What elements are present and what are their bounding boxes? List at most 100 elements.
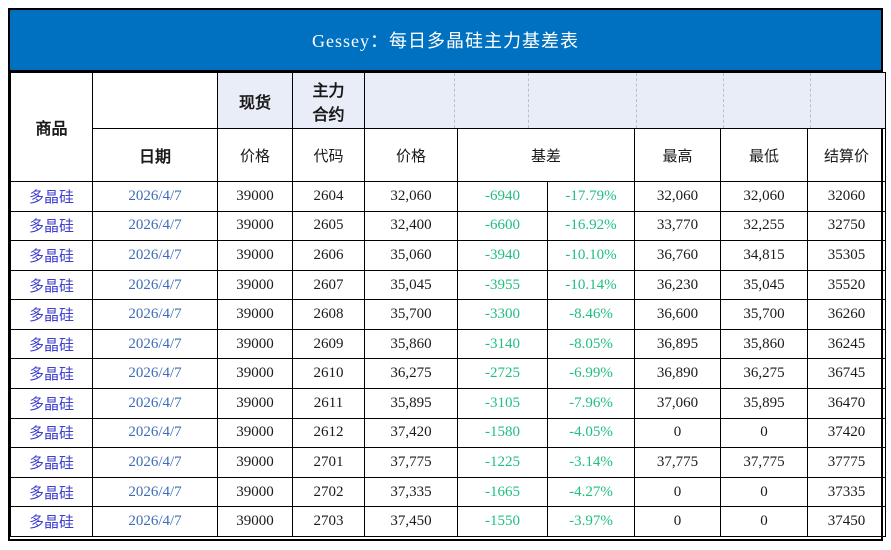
cell-basis-pct: -7.96%: [547, 388, 635, 419]
cell-commodity: 多晶硅: [10, 269, 93, 301]
cell-settlement: 37335: [806, 476, 887, 508]
cell-basis-pct: -16.92%: [547, 210, 635, 242]
basis-table: 商品 现货 主力 合约 日期 价格 代码 价格: [10, 72, 887, 537]
cell-high: 36,230: [634, 269, 721, 301]
cell-code: 2703: [292, 506, 365, 537]
cell-high: 36,760: [634, 240, 721, 271]
cell-date: 2026/4/7: [92, 181, 218, 212]
cell-high: 0: [634, 417, 721, 449]
table-row: 多晶硅 2026/4/7 39000 2609 35,860 -3140 -8.…: [10, 328, 887, 360]
cell-commodity: 多晶硅: [10, 181, 93, 212]
cell-settlement: 32750: [806, 210, 887, 242]
cell-price: 37,450: [364, 506, 458, 537]
cell-spot-price: 39000: [217, 417, 293, 449]
cell-settlement: 35520: [806, 269, 887, 301]
table-row: 多晶硅 2026/4/7 39000 2703 37,450 -1550 -3.…: [10, 506, 887, 537]
col-header-basis: 基差: [457, 128, 635, 182]
table-row: 多晶硅 2026/4/7 39000 2611 35,895 -3105 -7.…: [10, 388, 887, 419]
cell-date: 2026/4/7: [92, 269, 218, 301]
cell-date: 2026/4/7: [92, 358, 218, 390]
cell-high: 37,060: [634, 388, 721, 419]
col-header-low: 最低: [720, 128, 808, 182]
cell-basis-pct: -3.97%: [547, 506, 635, 537]
cell-settlement: 35305: [806, 240, 887, 271]
cell-commodity: 多晶硅: [10, 328, 93, 360]
cell-commodity: 多晶硅: [10, 358, 93, 390]
cell-basis-pct: -4.05%: [547, 417, 635, 449]
cell-date: 2026/4/7: [92, 388, 218, 419]
cell-date: 2026/4/7: [92, 299, 218, 330]
cell-commodity: 多晶硅: [10, 388, 93, 419]
cell-basis: -3940: [457, 240, 548, 271]
cell-commodity: 多晶硅: [10, 476, 93, 508]
cell-spot-price: 39000: [217, 181, 293, 212]
cell-date: 2026/4/7: [92, 506, 218, 537]
cell-spot-price: 39000: [217, 328, 293, 360]
cell-high: 32,060: [634, 181, 721, 212]
cell-basis-pct: -4.27%: [547, 476, 635, 508]
cell-high: 36,600: [634, 299, 721, 330]
cell-basis: -3955: [457, 269, 548, 301]
col-header-date: 日期: [92, 128, 218, 182]
cell-low: 36,275: [720, 358, 808, 390]
col-header-high: 最高: [634, 128, 721, 182]
cell-spot-price: 39000: [217, 388, 293, 419]
cell-settlement: 32060: [806, 181, 887, 212]
cell-code: 2604: [292, 181, 365, 212]
cell-low: 32,060: [720, 181, 808, 212]
cell-settlement: 36260: [806, 299, 887, 330]
cell-settlement: 37450: [806, 506, 887, 537]
cell-settlement: 37775: [806, 447, 887, 478]
cell-low: 34,815: [720, 240, 808, 271]
cell-basis: -3300: [457, 299, 548, 330]
cell-settlement: 36245: [806, 328, 887, 360]
table-row: 多晶硅 2026/4/7 39000 2701 37,775 -1225 -3.…: [10, 447, 887, 478]
cell-code: 2610: [292, 358, 365, 390]
cell-commodity: 多晶硅: [10, 447, 93, 478]
cell-commodity: 多晶硅: [10, 240, 93, 271]
cell-code: 2609: [292, 328, 365, 360]
cell-settlement: 37420: [806, 417, 887, 449]
cell-low: 35,700: [720, 299, 808, 330]
cell-code: 2612: [292, 417, 365, 449]
cell-price: 35,060: [364, 240, 458, 271]
cell-spot-price: 39000: [217, 240, 293, 271]
cell-low: 37,775: [720, 447, 808, 478]
cell-basis-pct: -17.79%: [547, 181, 635, 212]
cell-low: 35,860: [720, 328, 808, 360]
header-row-1: 商品 现货 主力 合约: [10, 72, 887, 182]
cell-low: 32,255: [720, 210, 808, 242]
cell-price: 37,335: [364, 476, 458, 508]
header-empty-cell: [92, 72, 218, 129]
cell-basis: -2725: [457, 358, 548, 390]
cell-low: 35,045: [720, 269, 808, 301]
cell-price: 35,895: [364, 388, 458, 419]
cell-basis: -1225: [457, 447, 548, 478]
cell-spot-price: 39000: [217, 358, 293, 390]
col-header-spot: 现货: [217, 72, 293, 129]
dashed-gridline: [528, 73, 529, 128]
cell-price: 35,045: [364, 269, 458, 301]
table-title: Gessey：每日多晶硅主力基差表: [10, 10, 881, 72]
table-row: 多晶硅 2026/4/7 39000 2608 35,700 -3300 -8.…: [10, 299, 887, 330]
basis-table-wrapper: Gessey：每日多晶硅主力基差表 商品 现货 主力 合约: [8, 8, 887, 541]
cell-basis-pct: -10.10%: [547, 240, 635, 271]
cell-date: 2026/4/7: [92, 417, 218, 449]
cell-commodity: 多晶硅: [10, 506, 93, 537]
col-header-settlement: 结算价: [806, 128, 887, 182]
table-row: 多晶硅 2026/4/7 39000 2605 32,400 -6600 -16…: [10, 210, 887, 242]
cell-basis: -6940: [457, 181, 548, 212]
cell-basis-pct: -8.46%: [547, 299, 635, 330]
main-contract-line1: 主力: [312, 82, 345, 100]
cell-date: 2026/4/7: [92, 328, 218, 360]
header-row-2: 日期 价格 代码 价格 基差 最高 最低 结算价: [11, 128, 887, 182]
cell-settlement: 36470: [806, 388, 887, 419]
cell-code: 2611: [292, 388, 365, 419]
cell-high: 0: [634, 506, 721, 537]
dashed-gridline: [636, 73, 637, 128]
cell-date: 2026/4/7: [92, 240, 218, 271]
col-header-spot-price: 价格: [217, 128, 293, 182]
table-row: 多晶硅 2026/4/7 39000 2606 35,060 -3940 -10…: [10, 240, 887, 271]
cell-spot-price: 39000: [217, 299, 293, 330]
table-row: 多晶硅 2026/4/7 39000 2607 35,045 -3955 -10…: [10, 269, 887, 301]
